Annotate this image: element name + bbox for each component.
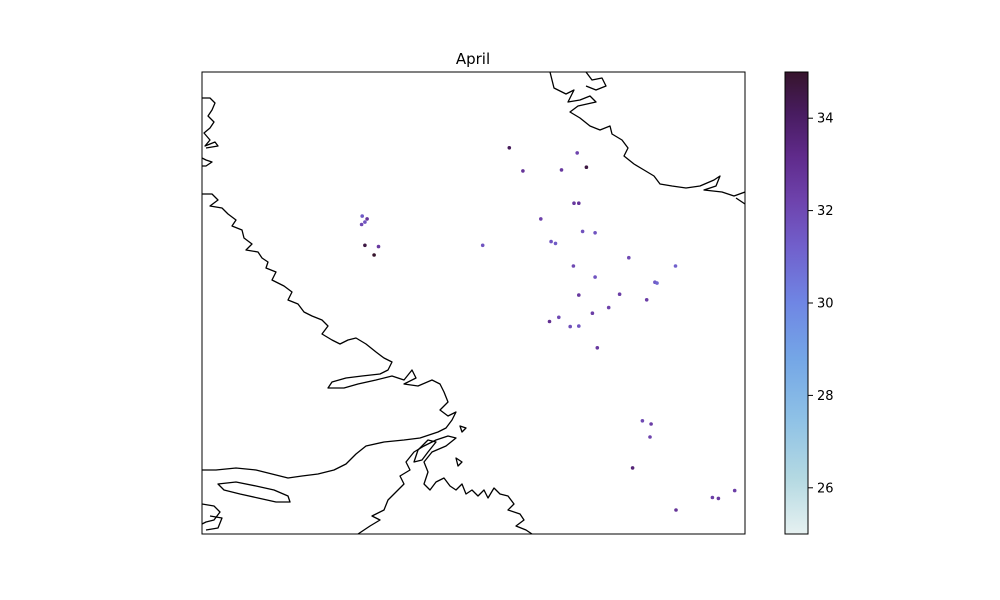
station-point: [547, 319, 552, 324]
station-point: [595, 346, 600, 350]
station-point: [644, 298, 649, 302]
coastline-labrador: [357, 435, 533, 534]
colorbar-ticks: 26 28 30 32 34: [808, 112, 834, 496]
colorbar-tick-label: 28: [817, 389, 834, 404]
station-point: [584, 165, 589, 169]
station-point: [568, 324, 572, 329]
station-point: [606, 305, 611, 310]
colorbar-tick-label: 26: [817, 481, 834, 496]
map-area: [202, 72, 745, 534]
coastlines: [202, 72, 745, 534]
station-point: [365, 217, 369, 221]
coastline-greenland: [549, 72, 745, 205]
station-point: [593, 231, 597, 235]
coastline-island-3: [205, 515, 223, 531]
colorbar-tick-label: 32: [817, 204, 834, 219]
station-point: [571, 264, 576, 268]
station-point: [649, 422, 653, 426]
coastline-bay: [413, 439, 437, 463]
station-point: [376, 244, 381, 249]
station-point: [363, 243, 367, 248]
station-point: [575, 151, 579, 155]
coastline-islet-1: [459, 425, 467, 433]
station-point: [577, 201, 581, 205]
station-point: [577, 324, 581, 328]
station-point: [732, 488, 737, 493]
station-point: [539, 217, 543, 221]
station-point: [617, 292, 622, 297]
station-point: [372, 253, 376, 257]
station-point: [655, 281, 659, 285]
station-point: [627, 255, 631, 260]
colorbar: [784, 71, 809, 535]
station-point: [577, 293, 581, 297]
map-title: April: [456, 50, 490, 68]
station-point: [580, 229, 585, 234]
station-point: [480, 243, 485, 248]
coastline-island-1: [217, 481, 291, 503]
station-point: [674, 508, 678, 512]
station-point: [549, 239, 553, 244]
station-point: [716, 496, 721, 501]
station-point: [553, 241, 558, 246]
station-point: [648, 435, 652, 439]
station-point: [572, 201, 576, 205]
station-point: [590, 311, 595, 316]
colorbar-tick-label: 30: [817, 297, 834, 312]
coastline-islet-2: [455, 457, 463, 467]
station-point: [521, 169, 525, 173]
coastline-west: [202, 97, 457, 479]
station-point: [363, 220, 367, 224]
stations-layer: [359, 146, 737, 512]
station-point: [630, 466, 635, 470]
map-frame: [201, 71, 746, 535]
station-point: [640, 419, 645, 423]
station-point: [557, 315, 561, 320]
station-point: [360, 214, 365, 218]
station-point: [559, 168, 564, 172]
station-point: [507, 146, 512, 150]
station-point: [710, 495, 715, 500]
station-point: [593, 275, 597, 279]
station-point: [673, 264, 678, 268]
coastline-greenland-inlet: [585, 72, 607, 91]
station-point: [359, 222, 364, 227]
coastline-island-2: [202, 503, 221, 525]
colorbar-tick-label: 34: [817, 112, 834, 127]
